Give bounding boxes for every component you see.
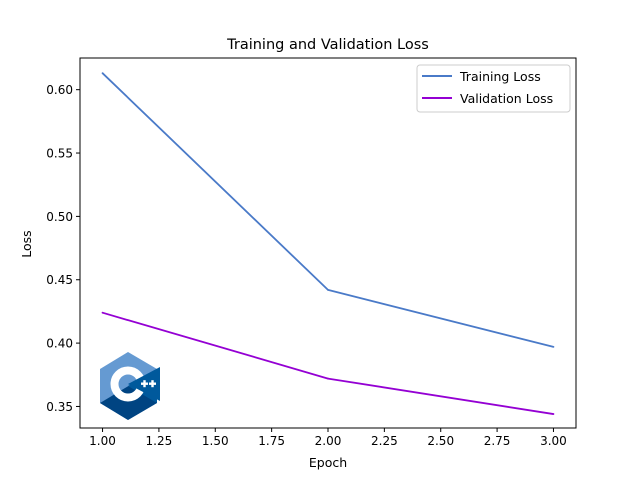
- x-tick-label: 2.75: [484, 434, 511, 448]
- y-tick-label: 0.55: [46, 147, 73, 161]
- data-point-validation-loss: [101, 311, 104, 314]
- data-point-training-loss: [552, 346, 555, 348]
- chart-title: Training and Validation Loss: [226, 37, 429, 53]
- x-axis-ticks: 1.00 1.25 1.50 1.75 2.00 2.25 2.50 2.75 3.00: [89, 428, 567, 448]
- x-tick-label: 3.00: [540, 434, 567, 448]
- plot-frame: [79, 57, 577, 429]
- legend: Training Loss Validation Loss: [416, 64, 571, 113]
- y-tick-label: 0.45: [46, 273, 73, 287]
- y-tick-label: 0.35: [46, 400, 73, 414]
- data-point-validation-loss: [552, 413, 555, 415]
- y-axis-label: Loss: [19, 230, 34, 257]
- x-axis-label: Epoch: [309, 455, 347, 470]
- data-point-training-loss: [101, 72, 104, 75]
- y-tick-label: 0.40: [46, 337, 73, 351]
- legend-box: [416, 64, 571, 113]
- data-point-training-loss: [327, 288, 329, 291]
- legend-label-training-loss: Training Loss: [459, 69, 541, 84]
- x-tick-label: 2.00: [315, 434, 342, 448]
- y-tick-label: 0.50: [46, 210, 73, 224]
- series-layer: [101, 72, 555, 415]
- x-tick-label: 1.25: [146, 434, 173, 448]
- y-axis-ticks: 0.35 0.40 0.45 0.50 0.55 0.60: [46, 83, 80, 414]
- x-tick-label: 2.50: [427, 434, 454, 448]
- x-tick-label: 1.75: [258, 434, 285, 448]
- cpp-logo-icon: [100, 352, 160, 420]
- cpp-logo-plus-signs: [141, 380, 156, 388]
- data-point-validation-loss: [327, 377, 329, 380]
- x-tick-label: 1.50: [202, 434, 229, 448]
- legend-label-validation-loss: Validation Loss: [460, 91, 553, 106]
- x-tick-label: 1.00: [89, 434, 116, 448]
- x-tick-label: 2.25: [371, 434, 398, 448]
- y-tick-label: 0.60: [46, 83, 73, 97]
